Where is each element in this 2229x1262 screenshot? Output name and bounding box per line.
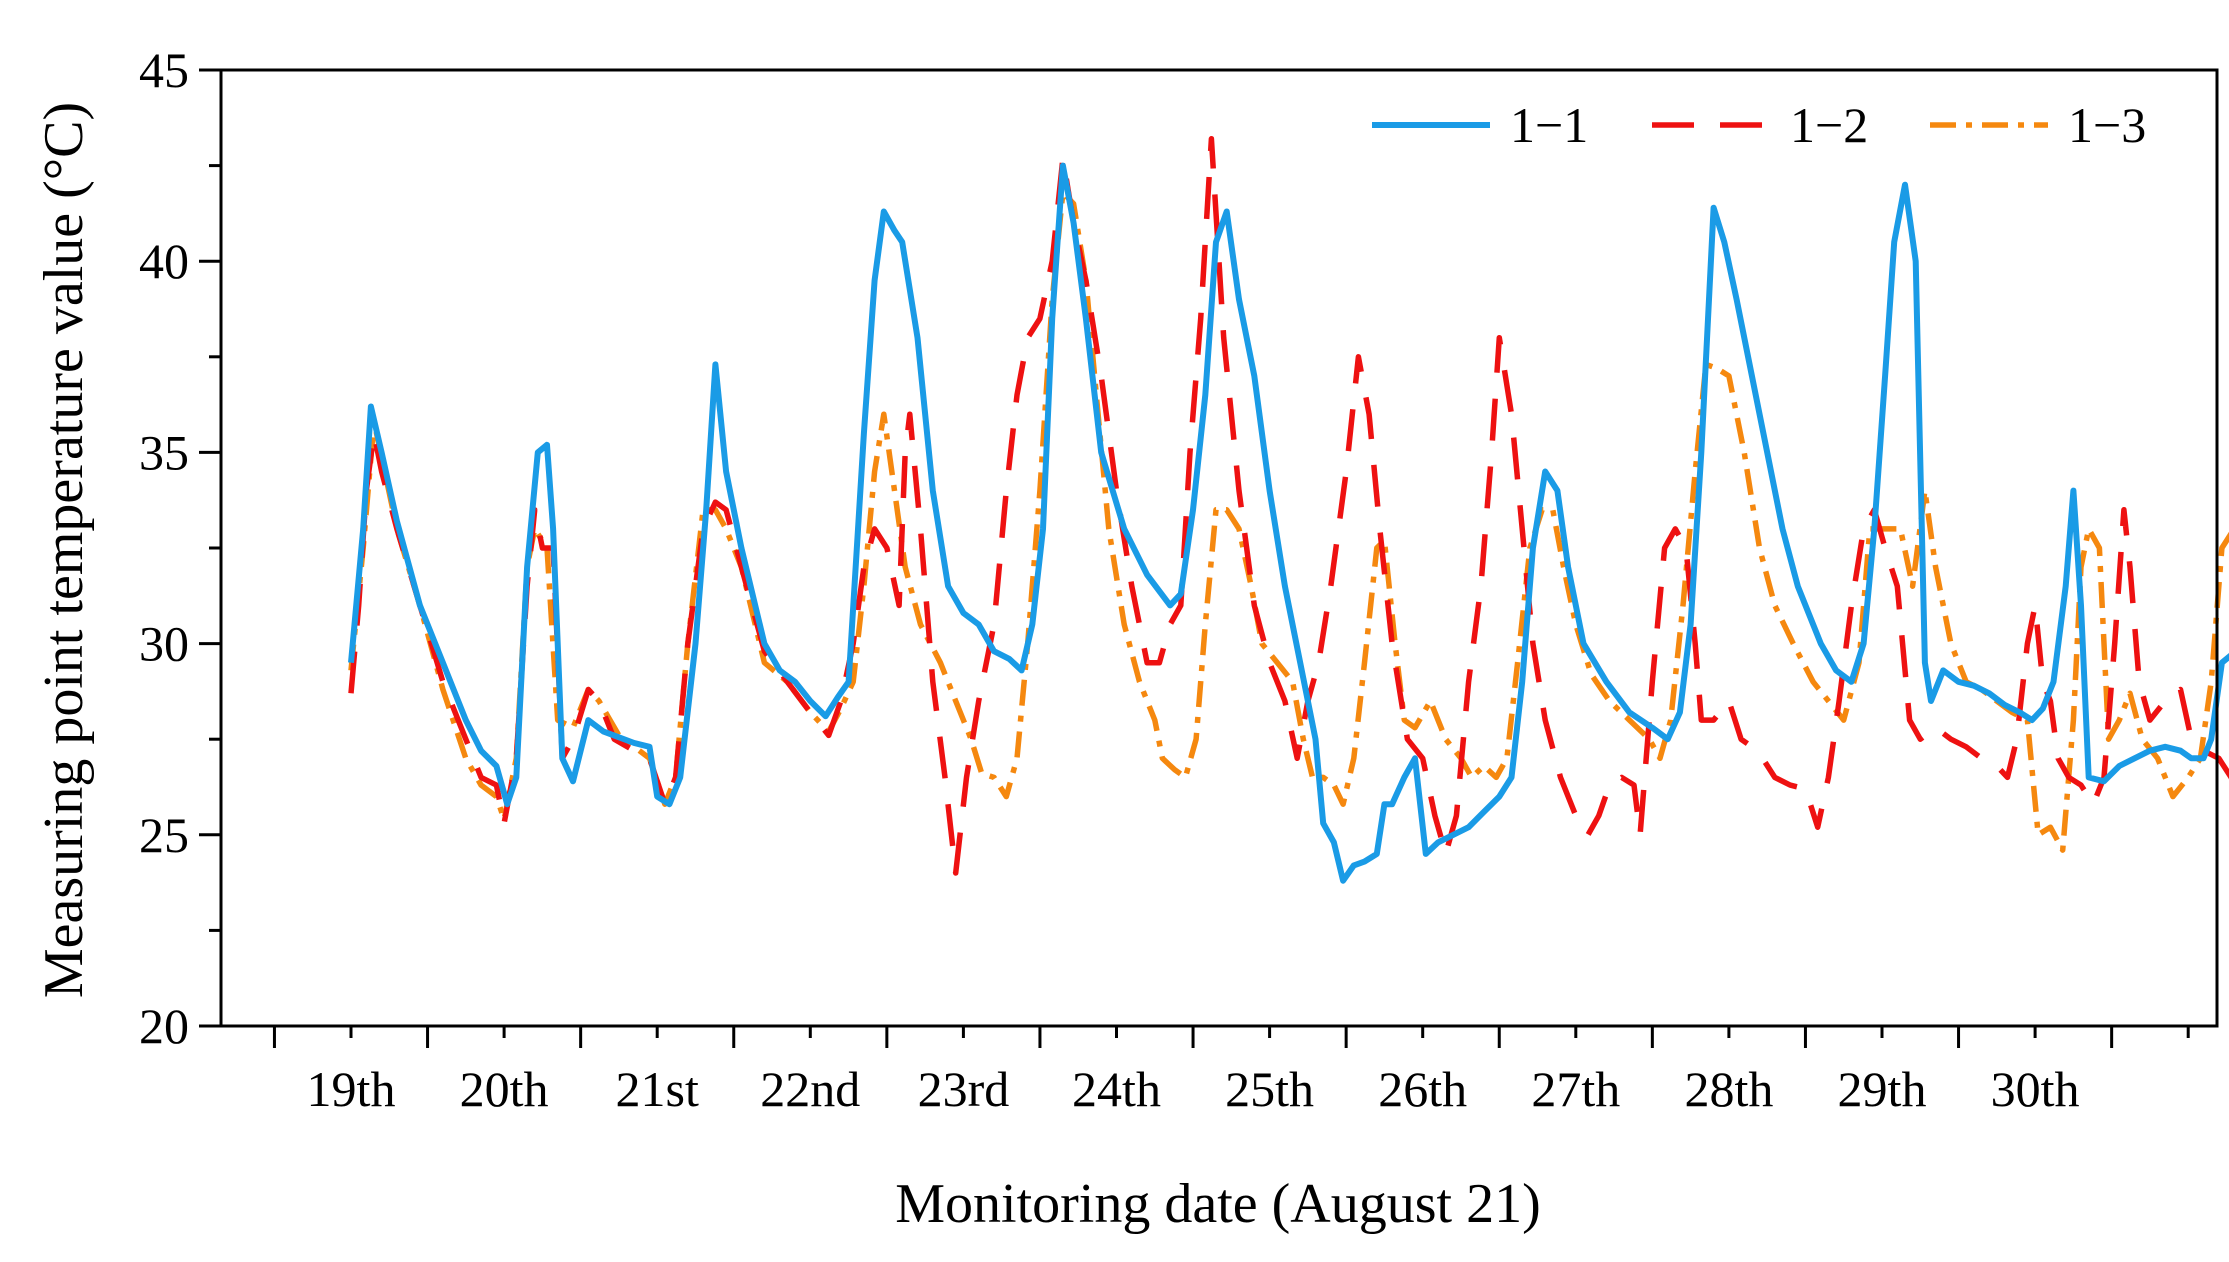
x-tick-label: 21st bbox=[616, 1061, 699, 1117]
x-tick-label: 23rd bbox=[918, 1061, 1010, 1117]
legend-label-3: 1−3 bbox=[2068, 97, 2146, 153]
y-tick-label: 20 bbox=[139, 998, 189, 1054]
y-tick-label: 45 bbox=[139, 42, 189, 98]
x-tick-label: 19th bbox=[307, 1061, 396, 1117]
y-tick-label: 35 bbox=[139, 424, 189, 480]
series-lines bbox=[348, 136, 2229, 884]
axis-ticks: 20 25 30 35 40 45 19th 20th 21st 22nd 23rd 24th 25th… bbox=[139, 42, 2190, 1117]
series-line-3 bbox=[348, 189, 2229, 853]
x-tick-label: 22nd bbox=[760, 1061, 860, 1117]
series-line-1 bbox=[348, 162, 2229, 884]
plot-frame bbox=[219, 68, 2219, 1028]
y-tick-label: 25 bbox=[139, 807, 189, 863]
x-tick-label: 30th bbox=[1991, 1061, 2080, 1117]
x-tick-label: 24th bbox=[1072, 1061, 1161, 1117]
x-axis-title: Monitoring date (August 21) bbox=[895, 1173, 1540, 1235]
x-tick-label: 20th bbox=[460, 1061, 549, 1117]
legend-label-1: 1−1 bbox=[1510, 97, 1588, 153]
x-tick-label: 27th bbox=[1531, 1061, 1620, 1117]
y-axis-title: Measuring point temperature value (°C) bbox=[33, 102, 95, 998]
y-tick-label: 30 bbox=[139, 616, 189, 672]
x-tick-label: 28th bbox=[1684, 1061, 1773, 1117]
series-line-2 bbox=[348, 136, 2229, 876]
x-tick-label: 29th bbox=[1838, 1061, 1927, 1117]
x-tick-label: 26th bbox=[1378, 1061, 1467, 1117]
y-tick-label: 40 bbox=[139, 233, 189, 289]
legend: 1−1 1−2 1−3 bbox=[1372, 97, 2146, 153]
legend-label-2: 1−2 bbox=[1790, 97, 1868, 153]
x-tick-label: 25th bbox=[1225, 1061, 1314, 1117]
